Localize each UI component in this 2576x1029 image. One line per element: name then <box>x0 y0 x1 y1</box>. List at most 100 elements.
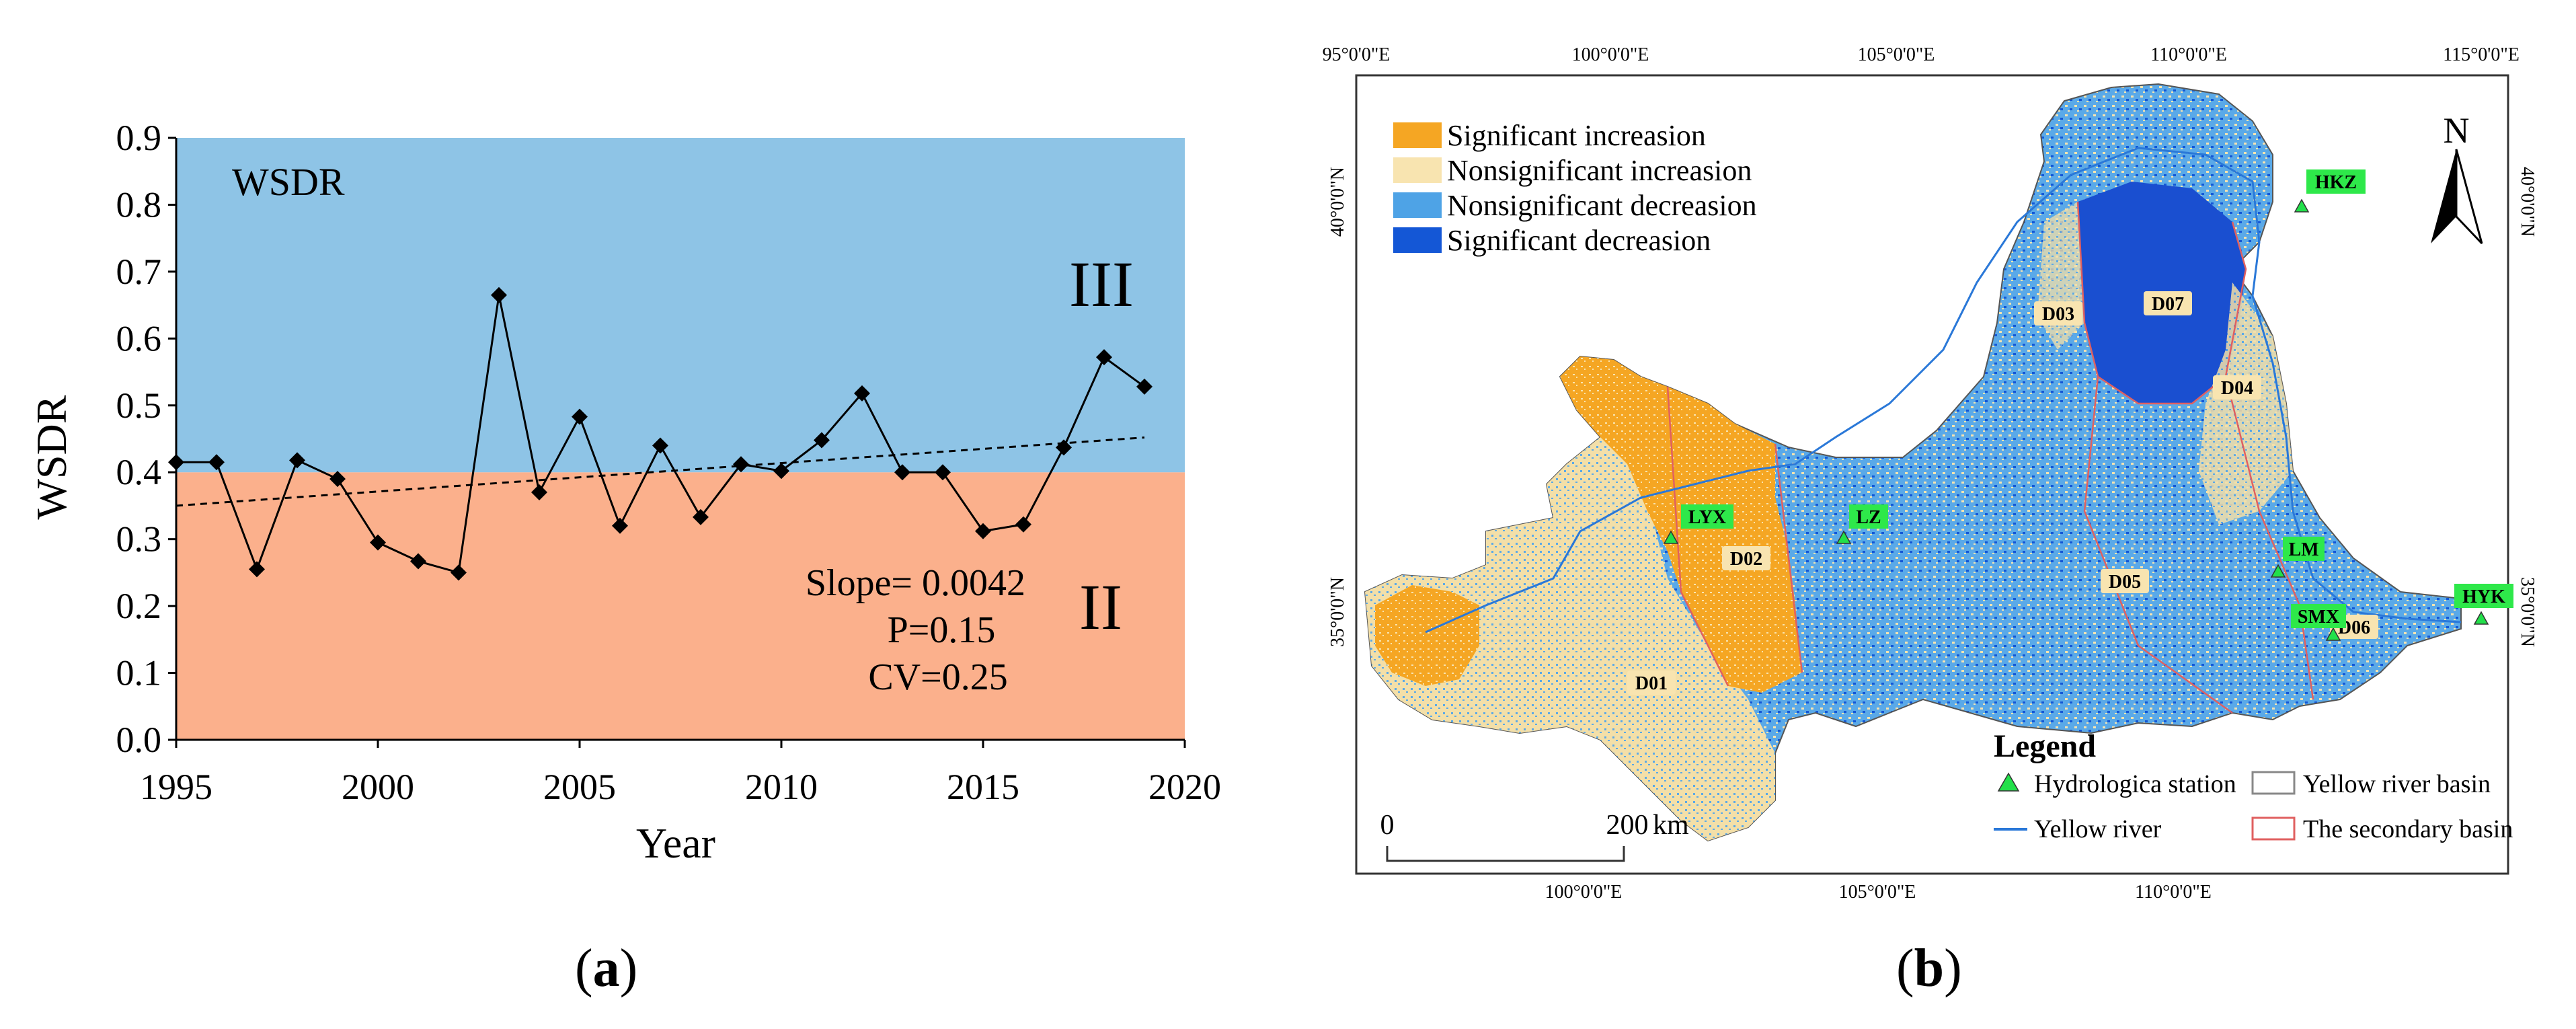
lon-label-top: 95°0'0"E <box>1323 44 1391 65</box>
y-tick-label: 0.6 <box>116 318 162 358</box>
d02-label-bg <box>1722 546 1770 570</box>
yellow-river-line <box>1425 147 2462 634</box>
station-hyk-marker <box>2473 611 2489 625</box>
y-tick-label: 0.5 <box>116 385 162 426</box>
data-point <box>289 452 305 469</box>
caption-a: (a) <box>575 939 638 998</box>
lon-label-top: 100°0'0"E <box>1572 44 1649 65</box>
data-point <box>572 408 588 425</box>
station-smx-marker <box>2325 627 2341 641</box>
station-hkz-label-bg <box>2306 169 2366 194</box>
station-hyk-label-bg <box>2454 584 2513 608</box>
y-tick-label: 0.4 <box>116 452 162 492</box>
data-point <box>451 564 467 581</box>
panel-a-chart: 0.0 0.1 0.2 0.3 0.4 0.5 0.6 0.7 0.8 0.9 1995 2000 20… <box>0 0 1264 1026</box>
lon-label-top: 110°0'0"E <box>2150 44 2227 65</box>
data-point <box>370 534 386 551</box>
zone-ii-band <box>176 472 1185 740</box>
station-lyx-label-bg <box>1681 504 1733 529</box>
d05-label: D05 <box>2109 572 2141 593</box>
d07-label: D07 <box>2152 294 2184 315</box>
zone-high-label: III <box>1069 248 1134 320</box>
station-hkz-marker <box>2294 198 2310 213</box>
stat-slope: Slope= 0.0042 <box>806 562 1025 604</box>
lon-label-bottom: 105°0'0"E <box>1839 882 1916 903</box>
y-tick-label: 0.0 <box>116 720 162 760</box>
data-point <box>854 385 870 402</box>
data-point <box>693 508 709 525</box>
class-swatch-nonsig-dec <box>1393 192 1442 218</box>
class-label-sig-dec: Significant decreasion <box>1447 224 1711 257</box>
data-point <box>935 464 951 481</box>
data-point <box>1096 349 1112 366</box>
legend-secondary-label: The secondary basin <box>2303 815 2513 843</box>
north-arrow-right <box>2455 149 2483 245</box>
d04-label: D04 <box>2221 378 2253 399</box>
lon-label-top: 105°0'0"E <box>1858 44 1935 65</box>
north-label: N <box>2444 110 2470 151</box>
data-point <box>733 456 749 473</box>
panel-b-map: 95°0'0"E 100°0'0"E 105°0'0"E 110°0'0"E 1… <box>1264 0 2576 1026</box>
class-label-sig-inc: Significant increasion <box>1447 119 1706 152</box>
stations: HKZ LYX LZ LM SMX HYK <box>1663 169 2513 641</box>
y-tick-label: 0.9 <box>116 118 162 158</box>
scale-unit: km <box>1653 810 1689 841</box>
d04-label-bg <box>2213 375 2261 399</box>
lat-label-left: 35°0'0"N <box>1327 577 1348 647</box>
station-lm-marker <box>2270 564 2286 578</box>
station-lm-label: LM <box>2288 539 2318 560</box>
data-point <box>975 523 991 539</box>
y-tick-label: 0.2 <box>116 586 162 626</box>
class-swatch-sig-dec <box>1393 227 1442 253</box>
scale-line <box>1386 846 1625 862</box>
station-smx-label-bg <box>2291 604 2346 628</box>
station-lm-label-bg <box>2283 537 2325 561</box>
caption-b-letter: b <box>1914 939 1945 998</box>
lat-label-right: 35°0'0"N <box>2517 577 2538 647</box>
secondary-basin-boundaries <box>1666 201 2314 714</box>
d01-label-bg <box>1627 671 1676 695</box>
north-arrow-icon: N <box>2431 110 2483 245</box>
station-hkz-label: HKZ <box>2315 172 2357 193</box>
x-tick-label: 2020 <box>1148 767 1221 807</box>
y-tick-label: 0.7 <box>116 252 162 292</box>
d03-label-bg <box>2034 301 2082 326</box>
zone-low-label: II <box>1079 571 1122 643</box>
class-label-nonsig-dec: Nonsignificant decreasion <box>1447 189 1757 222</box>
legend-basin-label: Yellow river basin <box>2303 770 2491 798</box>
data-point <box>814 432 830 449</box>
data-point <box>168 454 184 471</box>
class-legend: Significant increasion Nonsignificant in… <box>1393 119 1757 257</box>
station-hyk-label: HYK <box>2462 586 2505 607</box>
y-tick-label: 0.8 <box>116 184 162 225</box>
lon-label-bottom: 110°0'0"E <box>2135 882 2212 903</box>
caption-a-letter: a <box>592 939 620 998</box>
x-tick-label: 2005 <box>543 767 616 807</box>
d07-label-bg <box>2144 291 2192 315</box>
lon-label-top: 115°0'0"E <box>2443 44 2520 65</box>
scale-value: 200 <box>1606 810 1649 841</box>
data-point <box>410 553 426 570</box>
data-point <box>1015 516 1031 533</box>
y-axis-label: WSDR <box>28 395 75 519</box>
stat-cv: CV=0.25 <box>868 656 1007 698</box>
d05-label-bg <box>2101 569 2149 593</box>
zone-iii-band <box>176 138 1185 473</box>
data-point <box>249 561 265 578</box>
legend-river-label: Yellow river <box>2034 815 2162 843</box>
scale-zero: 0 <box>1380 810 1395 841</box>
x-tick-label: 2015 <box>947 767 1019 807</box>
legend-secondary-swatch <box>2251 816 2296 841</box>
x-axis-label: Year <box>636 819 715 867</box>
class-swatch-nonsig-inc <box>1393 157 1442 183</box>
trend-line <box>175 436 1145 507</box>
data-point <box>773 463 789 480</box>
lat-label-left: 40°0'0"N <box>1327 167 1348 237</box>
d02-label: D02 <box>1730 549 1762 570</box>
legend-station-icon <box>1997 772 2020 792</box>
x-tick-label: 2000 <box>342 767 414 807</box>
data-point <box>894 464 910 481</box>
y-tick-label: 0.1 <box>116 653 162 693</box>
station-lyx-label: LYX <box>1688 507 1727 528</box>
data-point <box>531 484 547 501</box>
